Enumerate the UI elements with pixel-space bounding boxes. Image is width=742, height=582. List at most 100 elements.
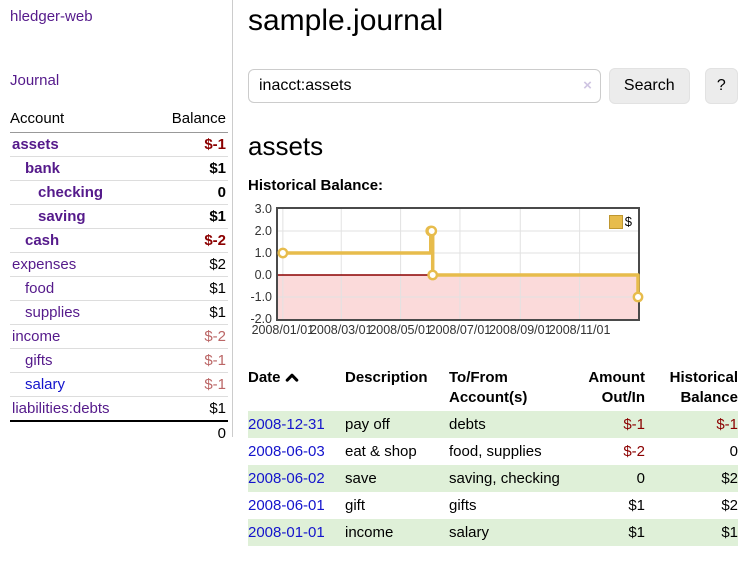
accounts-header-account: Account xyxy=(10,106,151,133)
account-row: checking 0 xyxy=(10,180,228,205)
transaction-date-link[interactable]: 2008-01-01 xyxy=(248,524,325,541)
clear-search-icon[interactable]: × xyxy=(583,77,592,94)
account-row: liabilities:debts $1 xyxy=(10,396,228,422)
transaction-amount: $1 xyxy=(567,519,645,546)
account-link-cash[interactable]: cash xyxy=(25,232,60,249)
register-header-amount: Amount Out/In xyxy=(588,369,645,406)
x-axis-tick-label: 2008/05/01 xyxy=(369,323,432,337)
transaction-description: pay off xyxy=(345,411,449,438)
y-axis-tick-label: 0.0 xyxy=(254,268,272,282)
register-header-accounts: To/From Account(s) xyxy=(449,369,528,406)
chart-label: Historical Balance: xyxy=(248,177,384,194)
transaction-description: eat & shop xyxy=(345,443,417,460)
account-title: assets xyxy=(248,131,324,161)
account-link-liabilities-debts[interactable]: liabilities:debts xyxy=(12,400,110,417)
register-header-date[interactable]: Date xyxy=(248,365,345,411)
account-row: supplies $1 xyxy=(10,300,228,325)
account-balance: $1 xyxy=(150,156,228,181)
register-row: 2008-01-01 income salary $1 $1 xyxy=(248,519,738,546)
account-balance: 0 xyxy=(150,180,228,205)
account-link-checking[interactable]: checking xyxy=(38,184,104,201)
legend-label: $ xyxy=(624,214,632,229)
balance-chart: $ 3.0 2.0 1.0 0.0 -1.0 -2.0 2008/01/01 2008/03/… xyxy=(248,202,668,343)
account-link-bank[interactable]: bank xyxy=(25,160,61,177)
sidebar-divider xyxy=(232,0,233,437)
x-axis-tick-label: 2008/11/01 xyxy=(548,323,611,337)
account-balance: $-2 xyxy=(150,324,228,349)
account-row: expenses $2 xyxy=(10,252,228,277)
account-link-expenses[interactable]: expenses xyxy=(12,256,77,273)
y-axis-tick-label: -1.0 xyxy=(250,290,272,304)
register-table: Date Description To/From Account(s) Amou… xyxy=(248,365,738,546)
account-link-income[interactable]: income xyxy=(12,328,61,345)
account-link-saving[interactable]: saving xyxy=(38,208,86,225)
transaction-accounts: gifts xyxy=(449,497,477,514)
transaction-amount: $1 xyxy=(628,497,645,514)
transaction-description: income xyxy=(345,519,449,546)
transaction-balance: $1 xyxy=(645,519,738,546)
account-balance: $1 xyxy=(150,300,228,325)
account-row: cash $-2 xyxy=(10,228,228,253)
account-row: food $1 xyxy=(10,276,228,301)
account-row: income $-2 xyxy=(10,324,228,349)
transaction-date-link[interactable]: 2008-06-02 xyxy=(248,470,325,487)
register-header-row: Date Description To/From Account(s) Amou… xyxy=(248,365,738,411)
account-balance: $1 xyxy=(150,276,228,301)
account-balance: $2 xyxy=(150,252,228,277)
register-row: 2008-06-01 gift gifts $1 $2 xyxy=(248,492,738,519)
accounts-header-balance: Balance xyxy=(150,106,228,133)
account-link-supplies[interactable]: supplies xyxy=(25,304,81,321)
app-brand-link[interactable]: hledger-web xyxy=(10,8,93,25)
x-axis-tick-label: 2008/01/01 xyxy=(251,323,315,337)
transaction-balance: $2 xyxy=(721,497,738,514)
account-link-food[interactable]: food xyxy=(25,280,55,297)
register-row: 2008-06-02 save saving, checking 0 $2 xyxy=(248,465,738,492)
chart-legend: $ xyxy=(607,213,633,230)
help-button[interactable]: ? xyxy=(704,68,738,104)
y-axis-tick-label: 1.0 xyxy=(254,246,272,260)
transaction-description: gift xyxy=(345,497,366,514)
page-title: sample.journal xyxy=(248,4,444,37)
legend-swatch-icon xyxy=(608,214,623,229)
transaction-date-link[interactable]: 2008-06-01 xyxy=(248,497,325,514)
transaction-accounts: salary xyxy=(449,519,567,546)
accounts-total-value: 0 xyxy=(150,420,228,445)
account-row: bank $1 xyxy=(10,156,228,181)
x-axis-tick-label: 2008/09/01 xyxy=(488,323,552,337)
transaction-balance: $2 xyxy=(645,465,738,492)
transaction-accounts: food, supplies xyxy=(449,443,542,460)
y-axis-tick-label: 3.0 xyxy=(254,202,272,216)
transaction-date-link[interactable]: 2008-12-31 xyxy=(248,416,325,433)
account-balance: $-1 xyxy=(150,372,228,397)
transaction-amount: $-1 xyxy=(567,411,645,438)
search-row: × Search ? xyxy=(248,68,738,104)
sidebar: hledger-web Journal Account Balance asse… xyxy=(0,0,232,445)
chart-plot-area: $ xyxy=(276,207,644,321)
x-axis-tick-label: 2008/03/01 xyxy=(309,323,373,337)
account-balance: $1 xyxy=(150,396,228,422)
search-input[interactable] xyxy=(248,69,601,103)
register-row: 2008-12-31 pay off debts $-1 $-1 xyxy=(248,411,738,438)
transaction-balance: $-1 xyxy=(645,411,738,438)
accounts-total-row: 0 xyxy=(10,420,228,445)
main-content: sample.journal × Search ? assets Histori… xyxy=(248,0,738,546)
account-link-assets[interactable]: assets xyxy=(12,136,59,153)
account-row: saving $1 xyxy=(10,204,228,229)
register-header-description: Description xyxy=(345,369,428,386)
account-link-salary[interactable]: salary xyxy=(25,376,66,393)
account-link-gifts[interactable]: gifts xyxy=(25,352,53,369)
account-row: assets $-1 xyxy=(10,132,228,157)
nav-journal-link[interactable]: Journal xyxy=(10,72,60,89)
account-balance: $-2 xyxy=(150,228,228,253)
account-balance: $1 xyxy=(150,204,228,229)
account-row: gifts $-1 xyxy=(10,348,228,373)
transaction-accounts: saving, checking xyxy=(449,465,567,492)
x-axis-tick-label: 2008/07/01 xyxy=(428,323,492,337)
transaction-date-link[interactable]: 2008-06-03 xyxy=(248,443,325,460)
account-row: salary $-1 xyxy=(10,372,228,397)
transaction-accounts: debts xyxy=(449,411,567,438)
search-button[interactable]: Search xyxy=(608,68,690,104)
y-axis-tick-label: 2.0 xyxy=(254,224,272,238)
transaction-amount: $-2 xyxy=(623,443,645,460)
sort-ascending-caret-icon xyxy=(285,373,298,382)
